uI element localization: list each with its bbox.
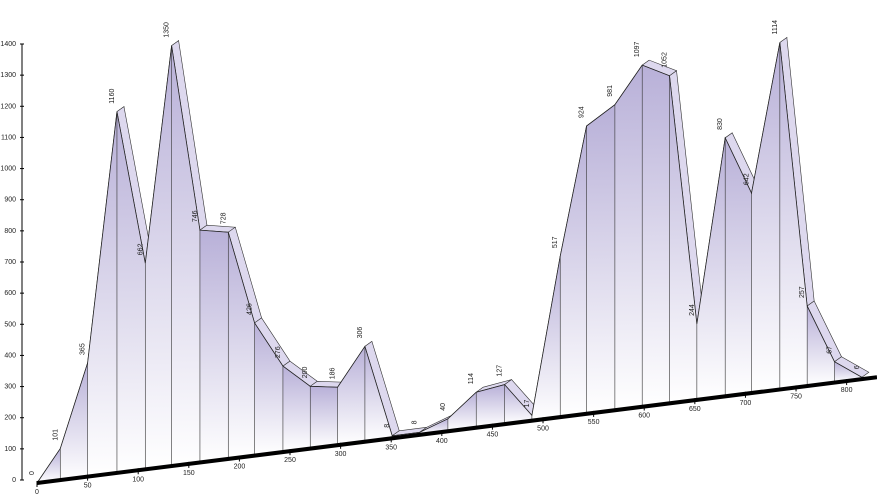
area-face <box>171 45 200 467</box>
value-label: 114 <box>468 373 475 384</box>
y-tick-label: 100 <box>4 446 16 453</box>
area-face <box>282 366 311 453</box>
area-face <box>254 322 283 456</box>
value-label: 1160 <box>109 89 116 104</box>
y-tick-label: 900 <box>4 197 16 204</box>
value-label: 8 <box>412 420 419 424</box>
value-label: 981 <box>607 85 614 97</box>
x-tick-label: 250 <box>284 457 296 464</box>
value-label: 186 <box>330 367 337 379</box>
area-face <box>87 111 117 477</box>
area-face <box>560 126 587 418</box>
y-tick-label: 700 <box>4 259 16 266</box>
value-label: 517 <box>552 236 559 248</box>
value-label: 0 <box>29 471 36 475</box>
value-label: 642 <box>744 173 751 185</box>
area-face <box>310 386 338 449</box>
x-tick-label: 200 <box>234 464 246 471</box>
value-label: 830 <box>717 118 724 130</box>
value-label: 746 <box>192 210 199 222</box>
area-face <box>476 384 505 428</box>
area-face <box>337 346 365 446</box>
y-tick-label: 300 <box>4 384 16 391</box>
x-axis <box>36 375 877 485</box>
x-tick-label: 550 <box>588 419 600 426</box>
value-label: 1114 <box>772 20 779 35</box>
x-tick-label: 300 <box>335 451 347 458</box>
profile-line <box>36 42 863 484</box>
area-face <box>725 137 752 397</box>
x-tick-label: 450 <box>487 432 499 439</box>
area-face <box>228 232 255 459</box>
area-face <box>60 362 88 481</box>
value-label: 924 <box>579 106 586 118</box>
area-face <box>669 75 697 404</box>
x-tick-label: 800 <box>841 387 853 394</box>
y-tick-label: 500 <box>4 321 16 328</box>
area-face <box>199 230 229 463</box>
value-label: 306 <box>357 327 364 339</box>
value-label: 127 <box>497 365 504 377</box>
y-tick-label: 1000 <box>0 166 16 173</box>
area-face <box>834 361 862 383</box>
x-tick-label: 400 <box>436 438 448 445</box>
x-tick-label: 50 <box>84 483 92 490</box>
y-tick-label: 400 <box>4 352 16 359</box>
y-tick-label: 800 <box>4 228 16 235</box>
y-tick-label: 1300 <box>0 72 16 79</box>
value-label: 1052 <box>662 52 669 68</box>
area-face <box>586 104 615 414</box>
x-tick-label: 350 <box>385 444 397 451</box>
value-label: 101 <box>52 429 59 441</box>
value-label: 365 <box>80 343 87 355</box>
area-face <box>145 45 172 470</box>
y-tick-label: 1200 <box>0 103 16 110</box>
x-tick-label: 500 <box>537 425 549 432</box>
area-face <box>642 65 670 407</box>
y-tick-label: 1400 <box>0 41 16 48</box>
area-face <box>614 65 643 411</box>
value-label: 257 <box>799 286 806 298</box>
x-tick-label: 150 <box>183 470 195 477</box>
value-label: 244 <box>689 304 696 316</box>
x-tick-label: 600 <box>638 413 650 420</box>
area-face <box>504 384 532 425</box>
value-label: 8 <box>384 424 391 428</box>
y-tick-label: 600 <box>4 290 16 297</box>
value-label: 17 <box>524 399 531 407</box>
value-label: 426 <box>247 303 254 315</box>
x-tick-label: 100 <box>132 476 144 483</box>
value-label: 67 <box>826 346 833 354</box>
value-label: 6 <box>854 365 861 369</box>
value-label: 276 <box>275 346 282 358</box>
value-label: 200 <box>302 367 309 379</box>
area-face <box>447 392 477 432</box>
area-face <box>364 346 393 442</box>
y-tick-label: 1100 <box>1 134 16 141</box>
area-face <box>751 42 780 394</box>
x-tick-label: 0 <box>35 489 39 496</box>
x-tick-label: 650 <box>689 406 701 413</box>
area-face <box>116 111 146 473</box>
area-face <box>696 137 726 400</box>
area-face <box>779 42 808 390</box>
x-tick-label: 750 <box>790 393 802 400</box>
value-label: 1097 <box>634 41 641 57</box>
area-face <box>807 305 835 387</box>
value-label: 1350 <box>164 22 171 38</box>
value-label: 40 <box>440 403 447 411</box>
y-tick-label: 200 <box>4 415 16 422</box>
y-tick-label: 0 <box>12 477 16 484</box>
value-label: 728 <box>220 212 227 224</box>
x-tick-label: 700 <box>740 400 752 407</box>
value-label: 662 <box>137 243 144 255</box>
